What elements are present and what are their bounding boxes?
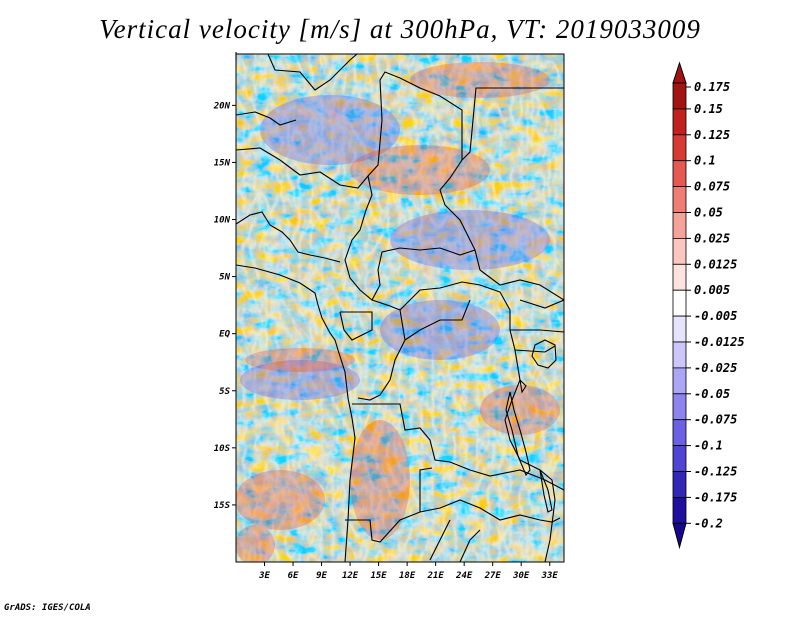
ascent-patches [236,62,560,562]
colorbar-label: -0.175 [694,490,737,504]
map-title: Vertical velocity [m/s] at 300hPa, VT: 2… [99,14,701,44]
colorbar-label: -0.1 [694,439,723,453]
lat-tick-label: 10N [214,216,231,226]
lat-tick-label: 5N [219,273,230,283]
colorbar-label: 0.075 [694,180,730,194]
colorbar-label: -0.125 [694,465,737,479]
colorbar-label: -0.05 [694,387,730,401]
colorbar-label: 0.1 [694,154,716,168]
colorbar-swatch [672,263,687,291]
colorbar-label: -0.025 [694,361,737,375]
colorbar-swatch [672,108,687,136]
colorbar-swatch [672,160,687,187]
lon-tick-label: 18E [399,571,416,581]
colorbar-swatch [672,471,687,498]
colorbar-label: 0.05 [694,206,723,220]
colorbar-label: 0.125 [694,128,730,142]
lon-tick-label: 24E [455,571,473,581]
colorbar-swatch [672,186,687,213]
latitude-axis: 20N 15N 10N 5N EQ 5S 10S 15S [213,101,236,511]
colorbar-swatch [672,212,687,239]
colorbar-label: 0.15 [694,102,723,116]
colorbar-swatch [672,134,687,162]
colorbar-label: -0.075 [694,413,737,427]
map-frame [235,53,565,563]
colorbar-label: -0.2 [694,516,723,530]
colorbar-swatch [672,393,687,421]
lon-tick-label: 27E [484,571,502,581]
colorbar-swatch [672,341,687,369]
lat-tick-label: 20N [213,101,231,111]
colorbar-swatch [672,315,687,343]
colorbar-swatch [672,367,687,395]
lon-tick-label: 12E [342,571,359,581]
lat-tick-label: 5S [219,387,230,397]
lat-tick-label: 10S [214,444,231,454]
lon-tick-label: 15E [370,571,387,581]
lon-tick-label: 6E [288,571,299,581]
colorbar-swatch [672,237,687,265]
longitude-axis: 3E 6E 9E 12E 15E 18E 21E 24E 27E 30E 33E [258,562,558,581]
lat-tick-label: 15S [214,501,231,511]
colorbar-label: 0.175 [694,80,730,94]
lon-tick-label: 30E [512,571,530,581]
lakes [505,339,557,513]
colorbar-swatch [672,419,687,447]
colorbar-label: -0.005 [694,309,737,323]
lat-tick-label: 15N [214,158,231,168]
colorbar-swatch [672,82,687,110]
lon-tick-label: 3E [258,571,270,581]
grads-credit: GrADS: IGES/COLA [4,603,91,613]
colorbar-top-arrow [672,61,687,84]
colorbar-label: 0.0125 [694,257,737,271]
colorbar-label: -0.0125 [694,335,745,349]
colorbar-swatch [672,445,687,472]
colorbar: 0.175 0.15 0.125 0.1 0.075 0.05 0.025 0.0125 0.0… [672,61,745,550]
colorbar-bottom-arrow [672,522,687,550]
lon-tick-label: 33E [541,571,559,581]
colorbar-label: 0.005 [694,283,730,297]
lon-tick-label: 21E [427,571,445,581]
colorbar-label: 0.025 [694,231,730,245]
colorbar-swatch [672,289,687,317]
lon-tick-label: 9E [316,571,327,581]
lat-tick-label: EQ [219,330,230,340]
colorbar-swatch [672,496,687,524]
